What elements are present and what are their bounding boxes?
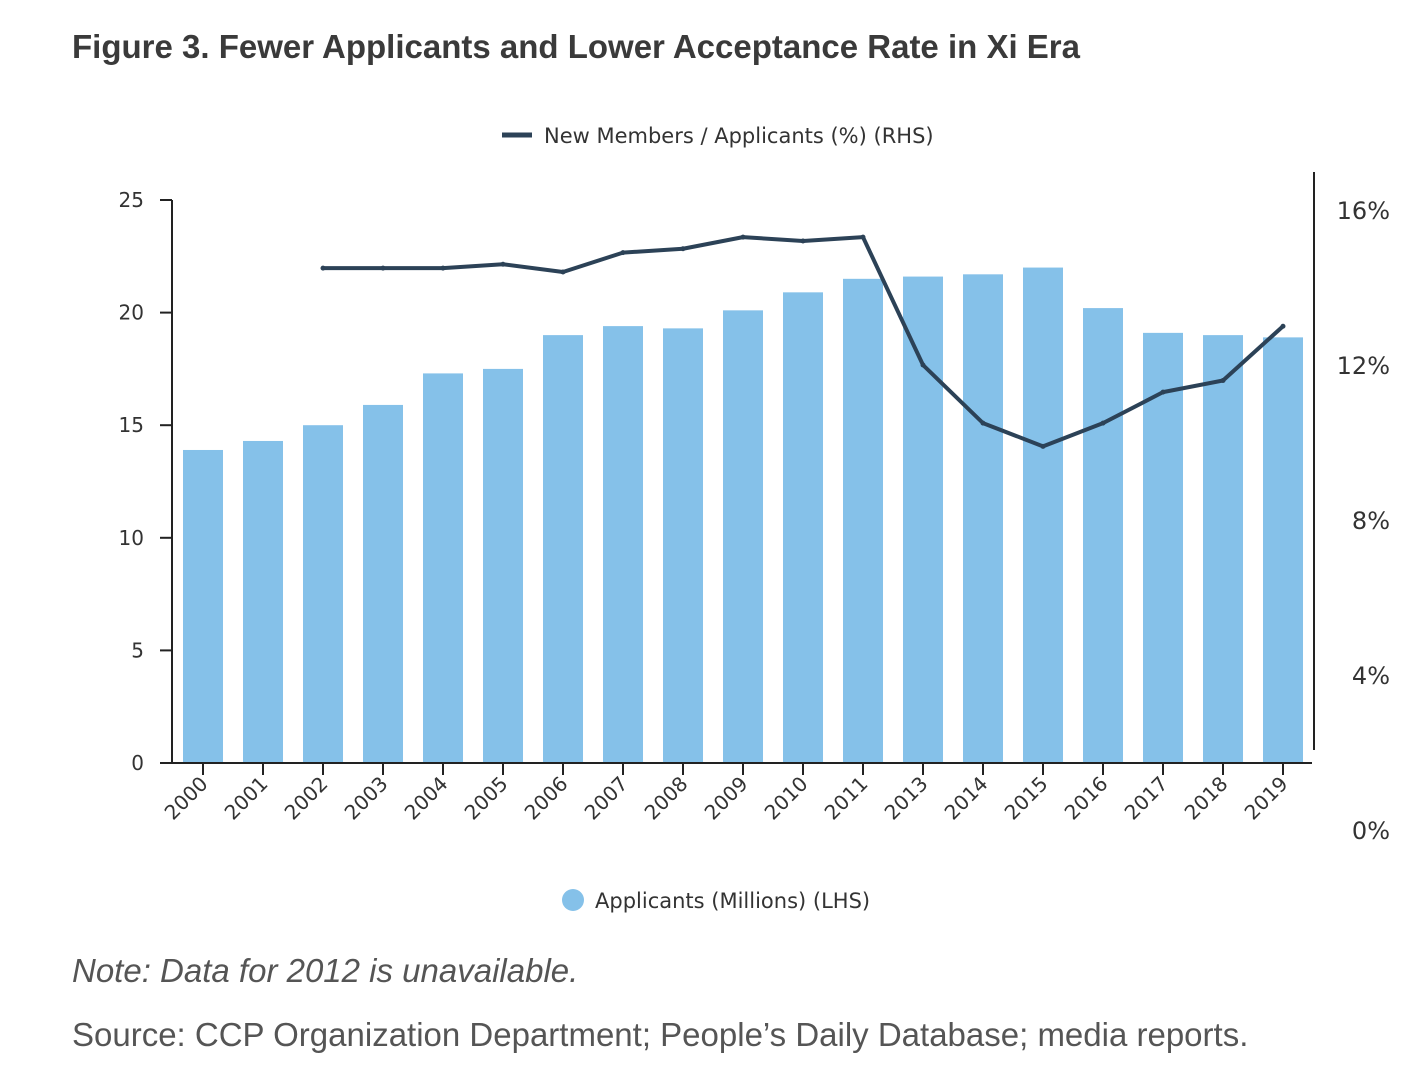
legend-line: New Members / Applicants (%) (RHS) [502,124,934,148]
x-tick-label: 2018 [1180,772,1233,825]
x-tick-label: 2017 [1120,772,1173,825]
right-tick-label: 4% [1352,662,1390,690]
legend-bar-swatch [562,889,584,911]
bar-2013 [903,276,943,763]
rate-point-2009 [740,234,746,240]
rate-point-2002 [320,265,326,271]
rate-point-2013 [920,362,926,368]
rate-point-2015 [1040,443,1046,449]
x-tick-label: 2005 [460,772,513,825]
x-tick-label: 2015 [1000,772,1053,825]
x-tick-label: 2002 [280,772,333,825]
rate-point-2005 [500,261,506,267]
chart-source: Source: CCP Organization Department; Peo… [72,1016,1249,1053]
bar-2008 [663,328,703,763]
rate-point-2003 [380,265,386,271]
bar-2006 [543,335,583,763]
rate-point-2007 [620,250,626,256]
left-tick-label: 0 [131,751,144,775]
combo-chart: New Members / Applicants (%) (RHS) 0 5 10 1… [119,124,1390,913]
x-tick-label: 2003 [340,772,393,825]
rate-point-2019 [1280,323,1286,329]
legend-bar: Applicants (Millions) (LHS) [562,889,870,913]
x-tick-label: 2001 [220,772,273,825]
rate-point-2016 [1100,420,1106,426]
x-tick-label: 2010 [760,772,813,825]
bar-2017 [1143,332,1183,763]
x-tick-label: 2013 [880,772,933,825]
bar-2019 [1263,337,1303,763]
rate-point-2004 [440,265,446,271]
legend-line-label: New Members / Applicants (%) (RHS) [544,124,934,148]
bar-2004 [423,373,463,763]
bar-2018 [1203,335,1243,763]
bar-2016 [1083,308,1123,763]
legend-bar-label: Applicants (Millions) (LHS) [595,889,870,913]
x-tick-label: 2007 [580,772,633,825]
left-tick-label: 5 [131,638,144,662]
bar-2002 [303,425,343,763]
x-tick-label: 2006 [520,772,573,825]
x-tick-label: 2011 [820,772,873,825]
bar-2014 [963,274,1003,763]
rate-point-2006 [560,269,566,275]
left-tick-label: 10 [119,526,144,550]
x-tick-label: 2008 [640,772,693,825]
x-tick-label: 2016 [1060,772,1113,825]
bar-2005 [483,368,523,763]
rate-point-2011 [860,234,866,240]
x-tick-label: 2000 [160,772,213,825]
chart-note: Note: Data for 2012 is unavailable. [72,952,579,989]
rate-point-2018 [1220,378,1226,383]
bar-2009 [723,310,763,763]
rate-point-2008 [680,246,686,252]
left-tick-label: 15 [119,413,144,437]
right-tick-label: 0% [1352,817,1390,845]
bar-2011 [843,278,883,763]
left-tick-label: 20 [119,301,144,325]
bar-2001 [243,440,283,763]
left-tick-label: 25 [119,188,144,212]
right-tick-label: 12% [1337,352,1390,380]
rate-point-2017 [1160,389,1166,395]
chart-title: Figure 3. Fewer Applicants and Lower Acc… [72,28,1080,65]
x-tick-label: 2004 [400,772,453,825]
right-tick-label: 8% [1352,507,1390,535]
x-tick-label: 2019 [1240,772,1293,825]
x-tick-label: 2014 [940,772,993,825]
right-tick-label: 16% [1337,197,1390,225]
rate-point-2010 [800,238,806,244]
x-tick-label: 2009 [700,772,753,825]
bar-2010 [783,292,823,763]
bar-2015 [1023,267,1063,763]
rate-point-2014 [980,420,986,426]
bar-2007 [603,326,643,763]
bar-2003 [363,404,403,763]
bar-2000 [183,449,223,763]
